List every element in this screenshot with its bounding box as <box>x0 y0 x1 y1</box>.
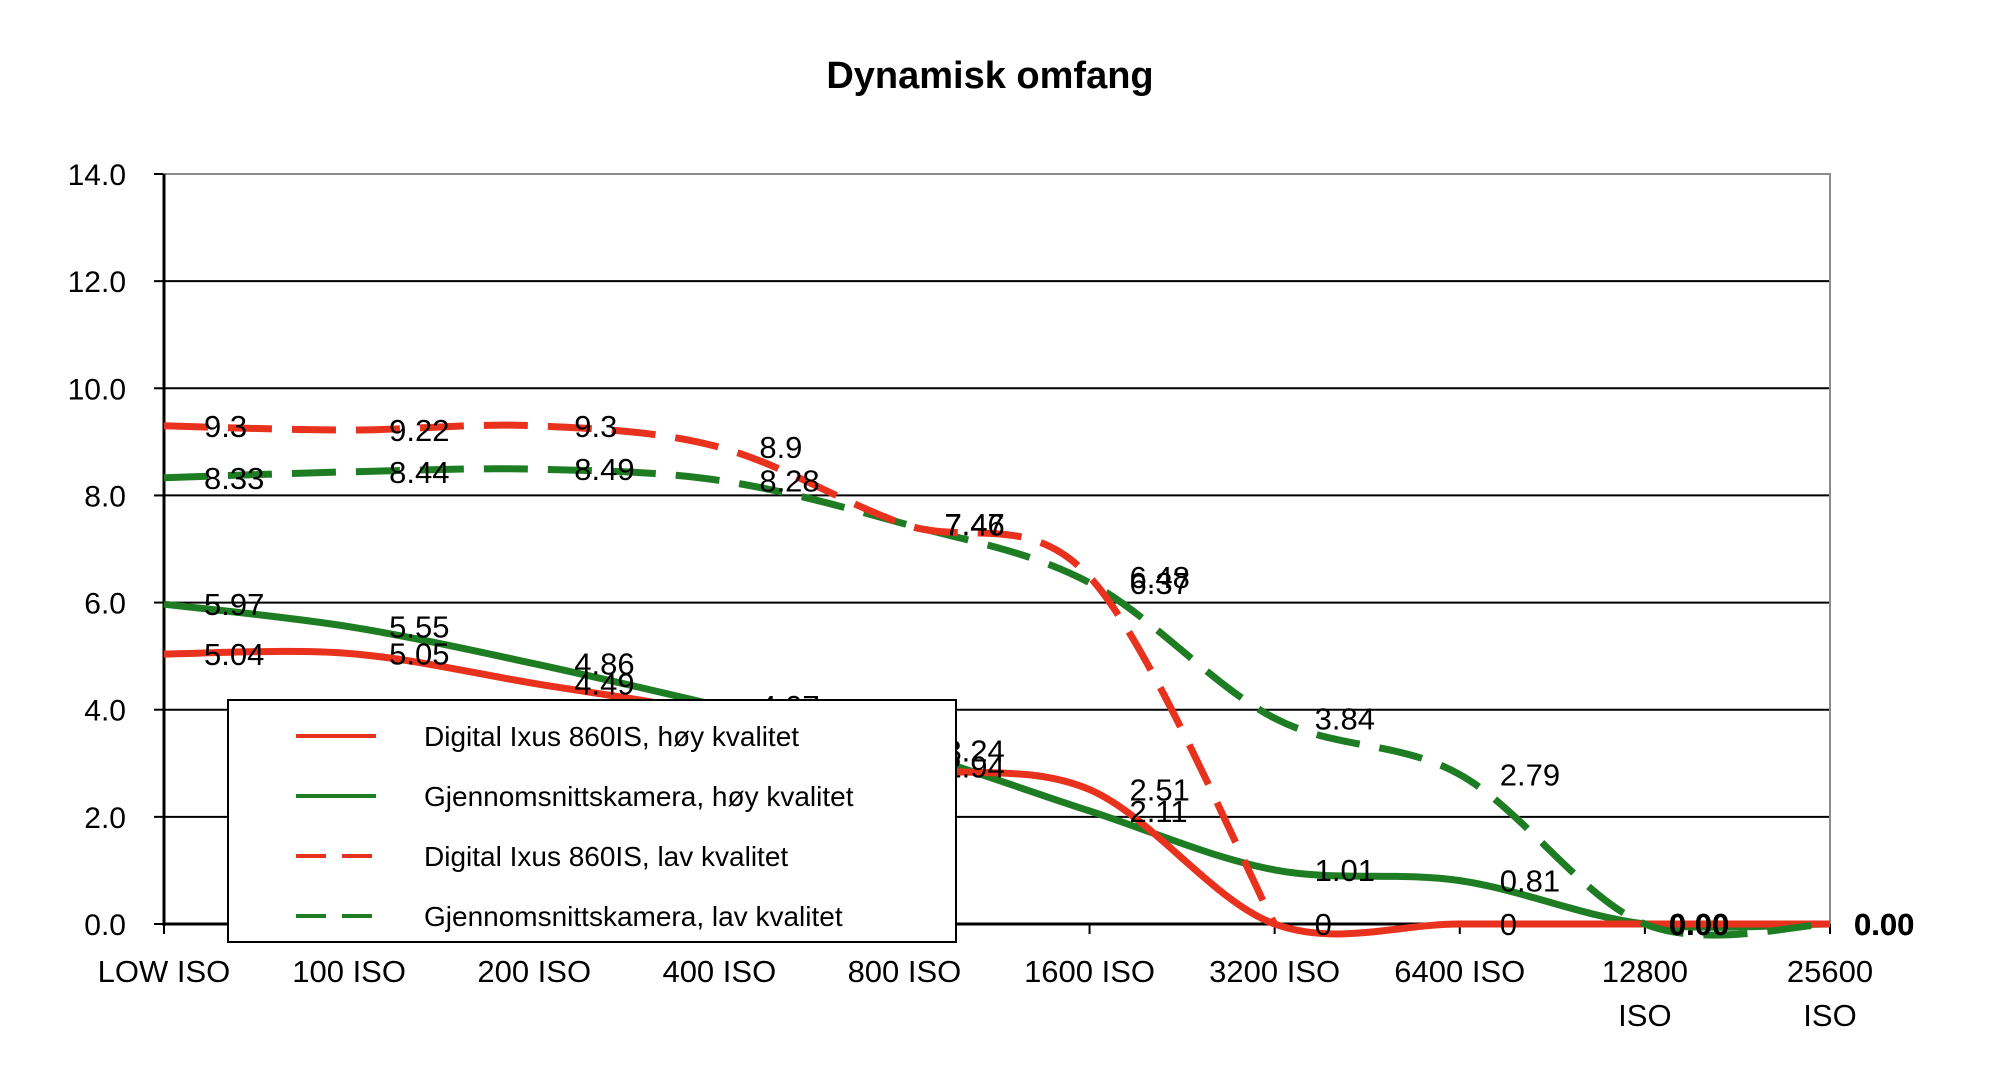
legend-label: Gjennomsnittskamera, høy kvalitet <box>424 781 854 812</box>
x-tick-label-line: 800 ISO <box>848 954 962 989</box>
data-label: 0.00 <box>1669 907 1729 942</box>
data-label: 8.33 <box>204 461 264 496</box>
data-label: 5.55 <box>389 610 449 645</box>
legend-box <box>227 699 957 943</box>
data-label: 8.28 <box>759 463 819 498</box>
data-label: 7.46 <box>944 507 1004 542</box>
x-tick-label-line: 1600 ISO <box>1024 954 1155 989</box>
data-label: 0.00 <box>1669 907 1729 942</box>
x-tick-label-line: 6400 ISO <box>1394 954 1525 989</box>
series-line-1 <box>163 647 1830 938</box>
data-label: 2.79 <box>1500 758 1560 793</box>
series-layer <box>163 421 1831 939</box>
x-tick-label: 12800 ISO <box>1602 954 1688 1033</box>
data-label: 0.00 <box>1854 907 1914 942</box>
x-tick-label: LOW ISO <box>98 954 231 989</box>
data-label: 5.04 <box>204 637 264 672</box>
x-tick-label-line: 12800 <box>1602 954 1688 989</box>
y-tick-label: 4.0 <box>84 695 126 728</box>
x-tick-label: 800 ISO <box>848 954 962 989</box>
x-tick-label: 400 ISO <box>662 954 776 989</box>
data-label: 9.3 <box>204 409 247 444</box>
y-tick-label: 12.0 <box>68 266 126 299</box>
data-label: 0 <box>1315 907 1332 942</box>
data-label: 8.9 <box>759 430 802 465</box>
x-tick-label: 25600 ISO <box>1787 954 1873 1033</box>
y-tick-label: 0.0 <box>84 909 126 942</box>
x-tick-label: 100 ISO <box>292 954 406 989</box>
x-tick-label-line: 25600 <box>1787 954 1873 989</box>
data-label: 1.01 <box>1315 853 1375 888</box>
data-label: 0.00 <box>1854 907 1914 942</box>
x-tick-label: 6400 ISO <box>1394 954 1525 989</box>
series-line-2 <box>163 600 1831 931</box>
data-label: 6.37 <box>1130 566 1190 601</box>
data-label: 0.81 <box>1500 864 1560 899</box>
data-label-layer: 5.04 5.054.492.942.510 0 0.00 0.005.975.554.… <box>204 409 1914 942</box>
legend-label: Digital Ixus 860IS, høy kvalitet <box>424 721 799 752</box>
data-label: 2.51 <box>1130 773 1190 808</box>
y-tick-label: 14.0 <box>68 159 126 192</box>
data-label: 0.00 <box>1854 907 1914 942</box>
data-label: 9.22 <box>389 413 449 448</box>
axis-layer: 0.0 2.0 4.0 6.0 8.0 10.0 12.0 14.0 LOW ISO 100 IS… <box>68 159 1874 1033</box>
y-tick-label: 8.0 <box>84 480 126 513</box>
x-tick-label-line: ISO <box>1803 998 1856 1033</box>
y-tick-label: 10.0 <box>68 373 126 406</box>
x-tick-label-line: 100 ISO <box>292 954 406 989</box>
data-label: 8.44 <box>389 455 449 490</box>
data-label: 8.49 <box>574 452 634 487</box>
chart-title: Dynamisk omfang <box>826 55 1153 97</box>
x-tick-label: 200 ISO <box>477 954 591 989</box>
x-tick-label-line: 3200 ISO <box>1209 954 1340 989</box>
data-label: 3.84 <box>1315 701 1375 736</box>
series-line-3 <box>163 421 1278 926</box>
x-tick-label: 1600 ISO <box>1024 954 1155 989</box>
data-label: 0 <box>1500 907 1517 942</box>
data-label: 7.47 <box>944 507 1004 542</box>
data-label: 5.97 <box>204 587 264 622</box>
data-label: 9.3 <box>574 409 617 444</box>
x-tick-label-line: ISO <box>1618 998 1671 1033</box>
data-label: 2.11 <box>1130 794 1188 829</box>
legend-label: Gjennomsnittskamera, lav kvalitet <box>424 901 843 932</box>
data-label: 4.86 <box>574 647 634 682</box>
series-line-4 <box>163 465 1831 939</box>
data-label: 5.05 <box>389 636 449 671</box>
y-tick-label: 6.0 <box>84 588 126 621</box>
data-label: 0.00 <box>1669 907 1729 942</box>
x-tick-label-line: LOW ISO <box>98 954 231 989</box>
y-tick-label: 2.0 <box>84 802 126 835</box>
legend: Digital Ixus 860IS, høy kvalitet Gjennoms… <box>227 699 957 943</box>
x-tick-label-line: 400 ISO <box>662 954 776 989</box>
data-label: 4.49 <box>574 666 634 701</box>
x-tick-label-line: 200 ISO <box>477 954 591 989</box>
x-tick-label: 3200 ISO <box>1209 954 1340 989</box>
legend-label: Digital Ixus 860IS, lav kvalitet <box>424 841 788 872</box>
data-label: 6.48 <box>1130 560 1190 595</box>
